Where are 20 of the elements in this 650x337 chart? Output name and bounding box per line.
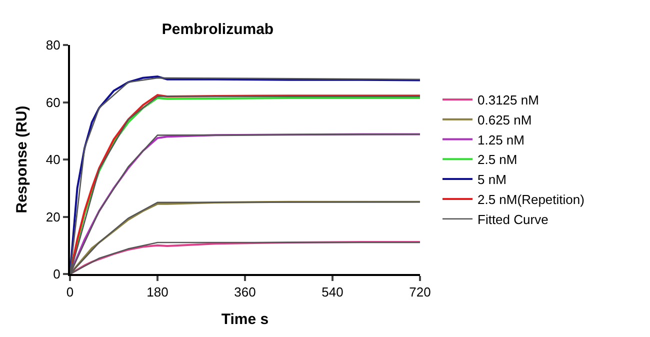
chart-title: Pembrolizumab	[162, 21, 274, 38]
y-tick-label: 0	[53, 266, 60, 282]
legend-label: 0.3125 nM	[478, 92, 539, 108]
y-tick-label: 40	[46, 152, 60, 168]
x-tick-label: 360	[234, 284, 256, 300]
x-tick-label: 540	[322, 284, 344, 300]
x-axis-title: Time s	[221, 311, 269, 328]
y-tick-label: 20	[46, 209, 60, 224]
legend-label: 2.5 nM	[478, 152, 518, 168]
legend-label: 2.5 nM(Repetition)	[478, 192, 584, 208]
x-tick-label: 720	[409, 284, 431, 300]
x-tick-label: 180	[146, 284, 168, 300]
legend-label: 0.625 nM	[478, 112, 532, 128]
legend-label: 5 nM	[478, 172, 506, 188]
legend-label: Fitted Curve	[478, 212, 548, 227]
x-tick-label: 0	[66, 284, 74, 300]
y-tick-label: 80	[46, 38, 60, 53]
y-tick-label: 60	[46, 94, 60, 110]
y-axis-title: Response (RU)	[14, 106, 31, 214]
legend-label: 1.25 nM	[478, 132, 524, 148]
